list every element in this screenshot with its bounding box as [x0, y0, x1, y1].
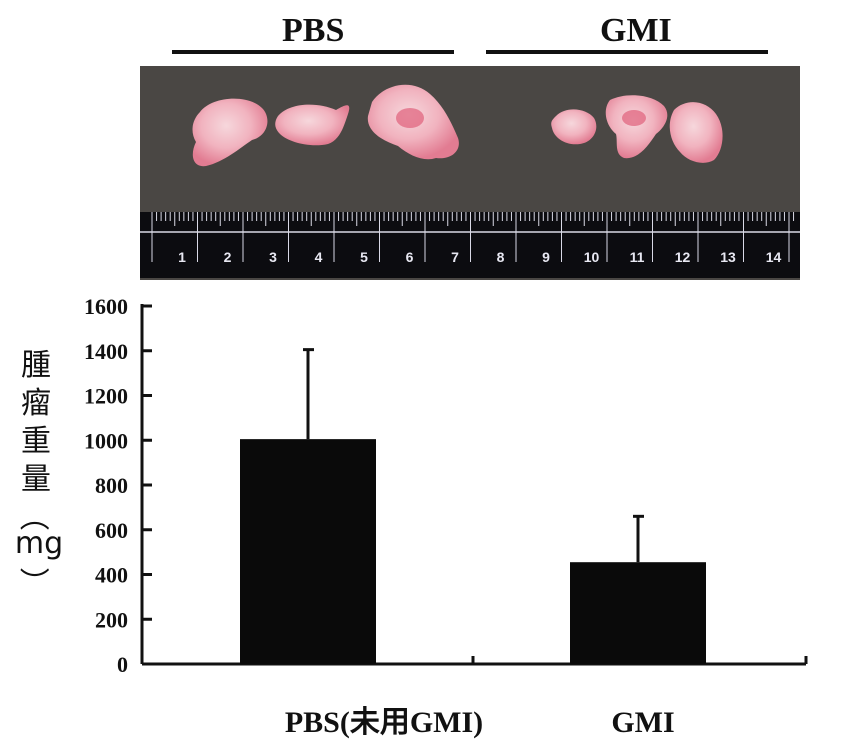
- group-line-pbs: [172, 50, 454, 54]
- y-tick-label: 600: [95, 518, 128, 543]
- y-tick-label: 1000: [84, 428, 128, 453]
- tumor-photo: 1 2 3 4 5 6 7 8 9 10 11 12 13 14: [140, 66, 800, 280]
- ruler-number: 1: [178, 249, 186, 265]
- ylabel-unit: mg: [14, 526, 64, 561]
- y-tick-label: 200: [95, 607, 128, 632]
- bar-gmi: [570, 562, 706, 664]
- x-tick-labels: PBS(未用GMI) GMI: [285, 706, 675, 739]
- group-line-gmi: [486, 50, 768, 54]
- y-tick-label: 1200: [84, 384, 128, 409]
- ylabel-char-1: 腫: [21, 348, 51, 383]
- y-tick-label: 400: [95, 563, 128, 588]
- chart-bars: [240, 348, 706, 664]
- y-tick-label: 1600: [84, 294, 128, 319]
- tumor-gmi-3: [669, 102, 723, 163]
- ruler-ticks: [151, 212, 795, 262]
- ruler-number: 9: [542, 249, 550, 265]
- y-tick-label: 800: [95, 473, 128, 498]
- ruler-number: 4: [315, 249, 323, 265]
- group-label-pbs: PBS: [282, 12, 345, 49]
- ruler-number: 8: [497, 249, 505, 265]
- ruler-labels: 1 2 3 4 5 6 7 8 9 10 11 12 13 14: [178, 249, 781, 265]
- tumor-pbs-1: [192, 98, 268, 167]
- ruler-number: 2: [224, 249, 232, 265]
- group-label-gmi: GMI: [600, 12, 672, 49]
- x-tick-label: GMI: [611, 706, 674, 739]
- ruler-number: 11: [630, 249, 645, 265]
- ruler-number: 10: [584, 249, 600, 265]
- ruler-number: 13: [720, 249, 736, 265]
- bar-pbs: [240, 439, 376, 664]
- tumor-pbs-3-spot: [396, 108, 424, 128]
- x-tick-label: PBS(未用GMI): [285, 706, 483, 739]
- tumor-gmi-1: [551, 109, 597, 145]
- ruler-number: 3: [269, 249, 277, 265]
- ruler-number: 6: [406, 249, 414, 265]
- tumor-pbs-2: [275, 104, 350, 146]
- y-tick-label: 1400: [84, 339, 128, 364]
- ruler-number: 7: [451, 249, 459, 265]
- tumor-gmi-2-spot: [622, 110, 646, 126]
- ruler-number: 14: [766, 249, 782, 265]
- y-tick-label: 0: [117, 652, 128, 677]
- ylabel-char-2: 瘤: [21, 386, 51, 421]
- ylabel-char-3: 重: [21, 424, 51, 459]
- ylabel-char-4: 量: [21, 462, 51, 497]
- y-tick-labels: 0 200 400 600 800 1000 1200 1400 1600: [84, 294, 128, 677]
- ruler-number: 5: [360, 249, 368, 265]
- bar-chart: 0 200 400 600 800 1000 1200 1400 1600 PBS(未用GMI)…: [84, 294, 808, 739]
- tumor-gmi-2: [605, 95, 668, 159]
- ruler-number: 12: [675, 249, 691, 265]
